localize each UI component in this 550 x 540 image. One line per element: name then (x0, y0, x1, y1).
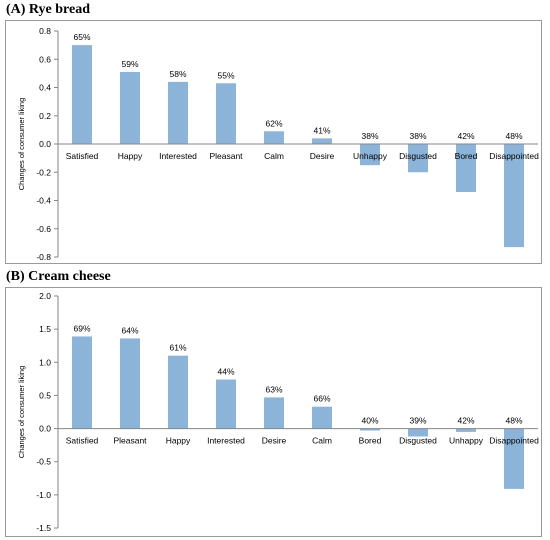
data-label: 48% (505, 416, 522, 426)
category-label: Pleasant (209, 151, 243, 161)
data-label: 42% (457, 416, 474, 426)
category-label: Pleasant (113, 436, 147, 446)
bar (504, 144, 524, 248)
bar (408, 144, 428, 173)
data-label: 42% (457, 131, 474, 141)
bar (312, 138, 332, 144)
chart-a-frame: 0.8 0.6 0.4 0.2 0.0 -0.2 -0.4 -0.6 -0.8 Changes o… (5, 20, 542, 264)
data-label: 40% (361, 416, 378, 426)
bar (312, 406, 332, 429)
bar (120, 338, 140, 429)
category-label: Disgusted (399, 151, 437, 161)
data-label: 55% (217, 70, 234, 80)
y-axis-title: Changes of consumer liking (17, 366, 26, 459)
data-label: 69% (73, 323, 90, 333)
category-label: Bored (455, 151, 478, 161)
bar (264, 397, 284, 429)
data-label: 44% (217, 367, 234, 377)
y-tick-label: 1.5 (39, 324, 51, 334)
bar (72, 336, 92, 429)
data-label: 65% (73, 32, 90, 42)
y-tick-label: 0.5 (39, 390, 51, 400)
bar (360, 428, 380, 431)
bar (456, 144, 476, 193)
bar (264, 131, 284, 144)
data-label: 38% (361, 131, 378, 141)
category-label: Calm (312, 436, 332, 446)
category-label: Satisfied (66, 151, 99, 161)
data-label: 58% (169, 69, 186, 79)
y-tick-label: -1.0 (36, 490, 51, 500)
y-tick-label: 1.0 (39, 357, 51, 367)
y-axis-title: Changes of consumer liking (17, 98, 26, 191)
category-label: Bored (359, 436, 382, 446)
chart-a-plot: 0.8 0.6 0.4 0.2 0.0 -0.2 -0.4 -0.6 -0.8 Changes o… (17, 26, 539, 262)
data-label: 63% (265, 384, 282, 394)
data-label: 59% (121, 59, 138, 69)
y-tick-label: 0.8 (39, 26, 51, 36)
y-tick-label: -0.5 (36, 457, 51, 467)
chart-b-frame: 2.0 1.5 1.0 0.5 0.0 -0.5 -1.0 -1.5 Changes of co… (5, 287, 542, 537)
data-label: 39% (409, 416, 426, 426)
data-label: 48% (505, 131, 522, 141)
data-label: 61% (169, 343, 186, 353)
category-label: Unhappy (449, 436, 484, 446)
y-tick-label: 0.0 (39, 139, 51, 149)
bar (120, 71, 140, 144)
y-tick-label: -0.4 (36, 196, 51, 206)
bar (168, 81, 188, 144)
y-tick-label: 0.6 (39, 54, 51, 64)
y-tick-label: 2.0 (39, 291, 51, 301)
bar (408, 428, 428, 437)
category-label: Disappointed (489, 436, 539, 446)
data-label: 41% (313, 125, 330, 135)
category-label: Satisfied (66, 436, 99, 446)
panel-b-title: (B) Cream cheese (6, 269, 111, 284)
bar (360, 144, 380, 166)
y-tick-label: 0.0 (39, 424, 51, 434)
bar (216, 379, 236, 429)
bar (168, 355, 188, 429)
category-label: Happy (118, 151, 143, 161)
data-label: 66% (313, 394, 330, 404)
category-label: Unhappy (353, 151, 388, 161)
y-tick-label: -1.5 (36, 523, 51, 533)
category-label: Interested (159, 151, 197, 161)
category-label: Desire (310, 151, 335, 161)
y-tick-label: -0.8 (36, 252, 51, 262)
data-label: 62% (265, 118, 282, 128)
bar (456, 428, 476, 432)
category-label: Disgusted (399, 436, 437, 446)
category-label: Desire (262, 436, 287, 446)
y-tick-label: 0.4 (39, 83, 51, 93)
y-tick-label: -0.6 (36, 224, 51, 234)
bar (504, 428, 524, 489)
category-label: Calm (264, 151, 284, 161)
chart-b-plot: 2.0 1.5 1.0 0.5 0.0 -0.5 -1.0 -1.5 Changes of co… (17, 291, 539, 533)
y-tick-label: 0.2 (39, 111, 51, 121)
category-label: Interested (207, 436, 245, 446)
data-label: 64% (121, 325, 138, 335)
y-tick-label: -0.2 (36, 167, 51, 177)
bar (72, 45, 92, 144)
data-label: 38% (409, 131, 426, 141)
category-label: Happy (166, 436, 191, 446)
panel-a-title: (A) Rye bread (6, 2, 91, 17)
bar (216, 83, 236, 144)
category-label: Disappointed (489, 151, 539, 161)
